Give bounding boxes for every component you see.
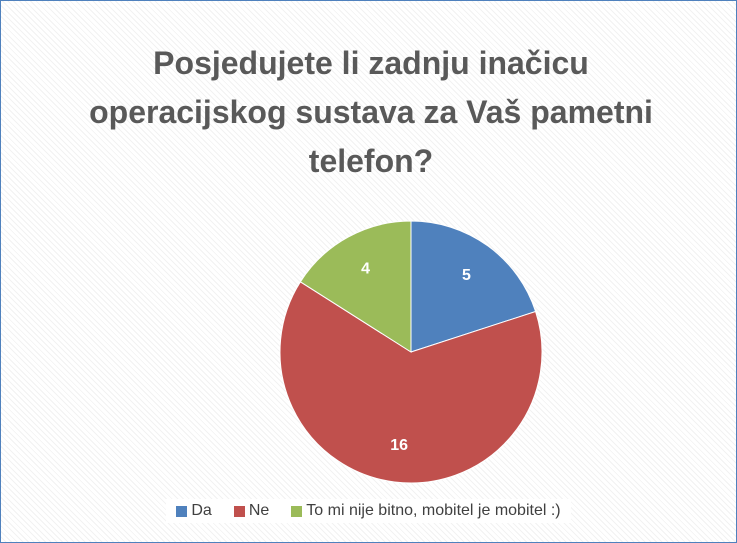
legend-item: To mi nije bitno, mobitel je mobitel :)	[291, 502, 561, 520]
legend-swatch	[176, 505, 188, 517]
pie-slice	[299, 220, 412, 353]
legend-swatch	[291, 505, 303, 517]
data-label: 16	[390, 437, 408, 454]
legend-item: Da	[176, 502, 212, 520]
data-label: 5	[462, 267, 471, 284]
legend-box: Da Ne To mi nije bitno, mobitel je mobitel…	[166, 499, 571, 523]
legend-item: Ne	[233, 502, 270, 520]
chart-title: Posjedujete li zadnju inačicu operacijsk…	[89, 45, 653, 179]
legend-swatch	[233, 505, 245, 517]
legend-label: To mi nije bitno, mobitel je mobitel :)	[306, 502, 561, 519]
pie-slice	[410, 220, 537, 353]
legend-label: Ne	[248, 502, 270, 519]
pie-slice	[279, 281, 543, 484]
legend: Da Ne To mi nije bitno, mobitel je mobitel…	[1, 499, 736, 523]
legend-label: Da	[191, 502, 212, 519]
data-label: 4	[361, 261, 370, 278]
